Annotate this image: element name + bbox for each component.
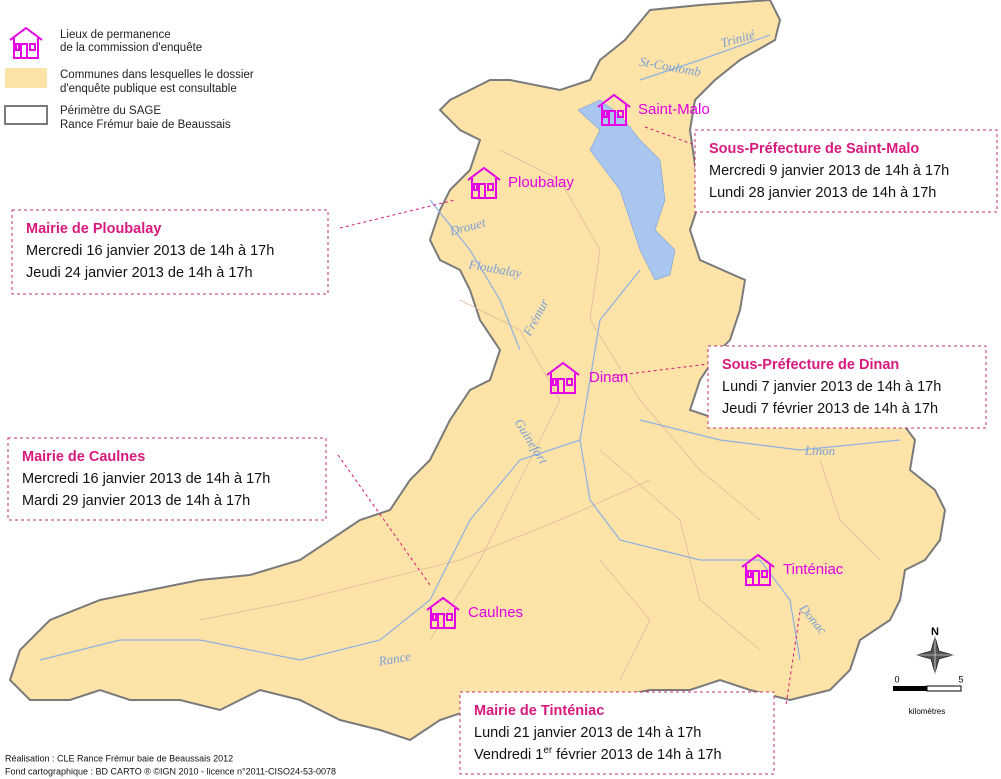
house-door [752, 570, 760, 586]
superscript: er [543, 745, 553, 756]
legend-label: Rance Frémur baie de Beaussais [60, 119, 231, 131]
info-box [11, 209, 329, 295]
town-label: Saint-Malo [638, 101, 710, 118]
house-door [20, 43, 28, 59]
scale-label: 5 [958, 674, 963, 684]
leader-line [337, 454, 431, 586]
house-window [603, 110, 608, 118]
town-label: Ploubalay [508, 174, 574, 191]
info-box [7, 437, 327, 521]
leader-line [339, 199, 456, 229]
box-line: Lundi 7 janvier 2013 de 14h à 17h [722, 379, 941, 395]
house-window [487, 183, 494, 191]
house-icon [546, 361, 580, 394]
river-label: Rance [376, 648, 412, 669]
legend-label: de la commission d'enquête [60, 42, 202, 54]
river-label: Linon [804, 443, 835, 458]
leader-line [785, 611, 801, 706]
legend-label: Périmètre du SAGE [60, 105, 161, 117]
credit: Fond cartographique : BD CARTO ® ©IGN 20… [5, 766, 336, 776]
house-window [15, 43, 20, 51]
info-box [459, 691, 775, 775]
house-icon [9, 26, 43, 59]
town-label: Tinténiac [783, 561, 844, 578]
north-label: N [931, 626, 939, 638]
box-title: Mairie de Caulnes [22, 449, 145, 465]
legend-label: Communes dans lesquelles le dossier [60, 69, 254, 81]
house-icon [426, 596, 460, 629]
leader-line [611, 363, 709, 377]
compass [915, 635, 955, 675]
house-window [566, 378, 573, 386]
box-line: Lundi 21 janvier 2013 de 14h à 17h [474, 725, 701, 741]
box-line: Mardi 29 janvier 2013 de 14h à 17h [22, 493, 250, 509]
box-line: Mercredi 9 janvier 2013 de 14h à 17h [709, 163, 949, 179]
box-line-part: Vendredi 1 [474, 747, 543, 763]
box-title: Sous-Préfecture de Saint-Malo [709, 141, 919, 157]
info-box [694, 129, 998, 213]
estuary [577, 99, 676, 281]
box-line: Vendredi 1er février 2013 de 14h à 17h [474, 745, 722, 763]
box-title: Mairie de Tinténiac [474, 703, 604, 719]
house-door [478, 183, 486, 199]
legend-swatch-communes [5, 68, 47, 88]
sage-perimeter [8, 0, 947, 742]
scale-label: 0 [894, 674, 899, 684]
box-title: Sous-Préfecture de Dinan [722, 357, 899, 373]
scale-unit: kilomètres [909, 707, 945, 716]
box-line: Jeudi 7 février 2013 de 14h à 17h [722, 401, 938, 417]
rivers [39, 34, 901, 661]
box-line-part: février 2013 de 14h à 17h [552, 747, 721, 763]
legend-label: d'enquête publique est consultable [60, 83, 237, 95]
house-door [608, 110, 616, 126]
house-window [29, 43, 36, 51]
house-window [747, 570, 752, 578]
house-door [437, 613, 445, 629]
house-door [557, 378, 565, 394]
leader-line [644, 126, 696, 146]
box-line: Mercredi 16 janvier 2013 de 14h à 17h [22, 471, 270, 487]
house-window [552, 378, 557, 386]
box-line: Jeudi 24 janvier 2013 de 14h à 17h [26, 265, 253, 281]
house-window [432, 613, 437, 621]
house-window [446, 613, 453, 621]
town-label: Dinan [589, 369, 628, 386]
scale-bar [893, 685, 962, 692]
box-title: Mairie de Ploubalay [26, 221, 161, 237]
info-box [707, 345, 987, 429]
box-line: Lundi 28 janvier 2013 de 14h à 17h [709, 185, 936, 201]
house-window [473, 183, 478, 191]
house-icon [741, 553, 775, 586]
house-icon [597, 93, 631, 126]
legend-swatch-perimeter [4, 105, 48, 125]
town-label: Caulnes [468, 604, 523, 621]
house-window [617, 110, 624, 118]
house-window [761, 570, 768, 578]
credit: Réalisation : CLE Rance Frémur baie de B… [5, 753, 233, 763]
box-line: Mercredi 16 janvier 2013 de 14h à 17h [26, 243, 274, 259]
house-icon [467, 166, 501, 199]
legend-label: Lieux de permanence [60, 29, 171, 41]
